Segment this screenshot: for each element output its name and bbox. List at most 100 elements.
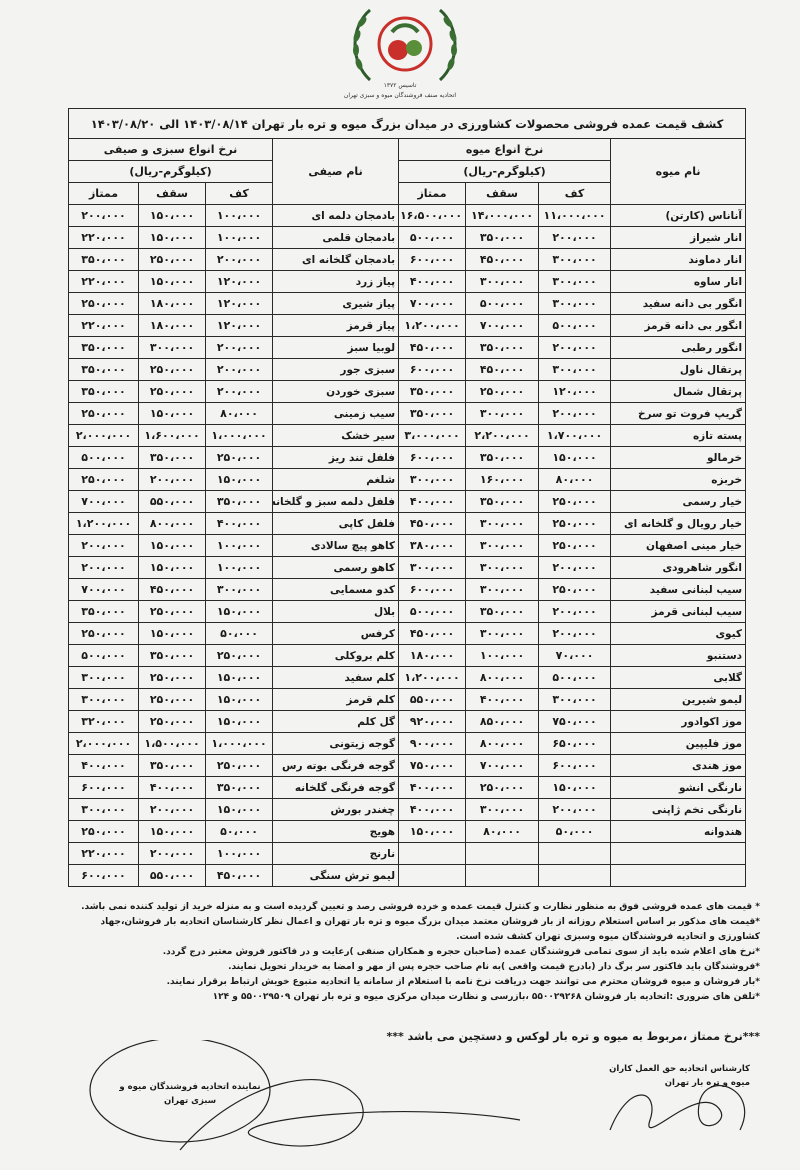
price: ۵۵۰،۰۰۰ [138,864,207,887]
price: ۱۵۰،۰۰۰ [138,270,207,293]
price: ۲۰۰،۰۰۰ [538,226,612,249]
price: ۵۰۰،۰۰۰ [67,644,140,667]
price: ۹۲۰،۰۰۰ [398,710,467,733]
item-name: سیر خشک [272,424,400,447]
price-table: کشف قیمت عمده فروشی محصولات کشاورزی در م… [67,108,747,887]
table-row: خربزه ۸۰،۰۰۰ ۱۶۰،۰۰۰ ۳۰۰،۰۰۰ شلغم ۱۵۰،۰۰۰ ۲۰۰،… [67,468,747,491]
price: ۳۲۰،۰۰۰ [67,710,140,733]
item-name: انگور رطبی [610,336,747,359]
price: ۳۰۰،۰۰۰ [465,270,540,293]
price: ۲۵۰،۰۰۰ [465,776,540,799]
price: ۳۰۰،۰۰۰ [465,622,540,645]
price: ۲۵۰،۰۰۰ [538,490,612,513]
price: ۲۰۰،۰۰۰ [205,248,274,271]
table-row: انگور بی دانه قرمز ۵۰۰،۰۰۰ ۷۰۰،۰۰۰ ۱،۲۰۰،۰۰… [67,314,747,337]
table-body: آناناس (کارتن) ۱۱،۰۰۰،۰۰۰ ۱۴،۰۰۰،۰۰۰ ۱۶،۵۰۰… [67,204,747,887]
price: ۳۵۰،۰۰۰ [398,402,467,425]
price: ۲۵۰،۰۰۰ [205,644,274,667]
item-name: کلم بروکلی [272,644,400,667]
price: ۲۵۰،۰۰۰ [138,710,207,733]
price: ۴۰۰،۰۰۰ [205,512,274,535]
logo [353,8,457,82]
price: ۲۵۰،۰۰۰ [138,688,207,711]
price: ۲۵۰،۰۰۰ [138,248,207,271]
price: ۷۵۰،۰۰۰ [398,754,467,777]
price: ۲۰۰،۰۰۰ [67,204,140,227]
price: ۲۵۰،۰۰۰ [138,600,207,623]
price: ۷۰۰،۰۰۰ [398,292,467,315]
price: ۳۵۰،۰۰۰ [465,600,540,623]
item-name: خرمالو [610,446,747,469]
price: ۹۰۰،۰۰۰ [398,732,467,755]
item-name: گوجه فرنگی گلخانه [272,776,400,799]
price: ۲۰۰،۰۰۰ [138,468,207,491]
item-name: گریپ فروت تو سرخ [610,402,747,425]
table-row: خیار مینی اصفهان ۲۵۰،۰۰۰ ۳۰۰،۰۰۰ ۳۸۰،۰۰۰ کاه… [67,534,747,557]
price: ۱۵۰،۰۰۰ [138,622,207,645]
table-row: خیار رویال و گلخانه ای ۲۵۰،۰۰۰ ۳۰۰،۰۰۰ ۴۵۰،… [67,512,747,535]
item-name: فلفل تند ریز [272,446,400,469]
price: ۲۲۰،۰۰۰ [67,270,140,293]
unit: (کیلوگرم-ریال) [67,160,274,183]
price: ۱۰۰،۰۰۰ [205,842,274,865]
price: ۲۵۰،۰۰۰ [67,820,140,843]
price: ۳۵۰،۰۰۰ [67,336,140,359]
price: ۳۰۰،۰۰۰ [465,798,540,821]
item-name: خیار رویال و گلخانه ای [610,512,747,535]
table-row: نارنج ۱۰۰،۰۰۰ ۲۰۰،۰۰۰ ۲۲۰،۰۰۰ [67,842,747,865]
table-row: سیب لبنانی قرمز ۲۰۰،۰۰۰ ۳۵۰،۰۰۰ ۵۰۰،۰۰۰ بلال… [67,600,747,623]
item-name: سیب لبنانی قرمز [610,600,747,623]
item-name: پیاز زرد [272,270,400,293]
price: ۱،۲۰۰،۰۰۰ [398,314,467,337]
price: ۱۵۰،۰۰۰ [205,666,274,689]
price-header: ممتاز [398,182,467,205]
price: ۱۵۰،۰۰۰ [398,820,467,843]
star-note: ***نرخ ممتاز ،مربوط به میوه و تره بار لو… [386,1030,760,1043]
price: ۳۰۰،۰۰۰ [67,666,140,689]
table-row: آناناس (کارتن) ۱۱،۰۰۰،۰۰۰ ۱۴،۰۰۰،۰۰۰ ۱۶،۵۰۰… [67,204,747,227]
price: ۴۵۰،۰۰۰ [465,358,540,381]
note: *نرخ های اعلام شده باید از سوی تمامی فرو… [162,947,760,957]
item-name: موز فلیپین [610,732,747,755]
price: ۲۵۰،۰۰۰ [538,512,612,535]
table-row: خرمالو ۱۵۰،۰۰۰ ۳۵۰،۰۰۰ ۶۰۰،۰۰۰ فلفل تند ریز ۲… [67,446,747,469]
price: ۲۲۰،۰۰۰ [67,226,140,249]
item-name: انگور بی دانه قرمز [610,314,747,337]
price: ۳۰۰،۰۰۰ [538,270,612,293]
table-row: موز اکوادور ۷۵۰،۰۰۰ ۸۵۰،۰۰۰ ۹۲۰،۰۰۰ گل کلم ۱۵… [67,710,747,733]
item-name: پیاز قرمز [272,314,400,337]
fruit-name-header: نام میوه [610,138,747,205]
price: ۲۵۰،۰۰۰ [538,534,612,557]
price: ۷۰۰،۰۰۰ [465,754,540,777]
table-row: نارنگی تخم ژاپنی ۲۰۰،۰۰۰ ۳۰۰،۰۰۰ ۴۰۰،۰۰۰ چغن… [67,798,747,821]
price: ۱۵۰،۰۰۰ [205,468,274,491]
item-name: انگور بی دانه سفید [610,292,747,315]
price: ۲۵۰،۰۰۰ [138,358,207,381]
item-name: خیار مینی اصفهان [610,534,747,557]
item-name: خیار رسمی [610,490,747,513]
item-name: پیاز شیری [272,292,400,315]
unit: (کیلوگرم-ریال) [398,160,612,183]
price: ۵۰،۰۰۰ [205,820,274,843]
price: ۲،۰۰۰،۰۰۰ [67,732,140,755]
price: ۳۵۰،۰۰۰ [67,358,140,381]
price: ۱۵۰،۰۰۰ [205,688,274,711]
item-name: شلغم [272,468,400,491]
price: ۱۵۰،۰۰۰ [138,226,207,249]
notes: * قیمت های عمده فروشی فوق به منظور نظارت… [70,900,760,1005]
price: ۴۵۰،۰۰۰ [138,578,207,601]
price: ۱۵۰،۰۰۰ [205,600,274,623]
item-name: سیب زمینی [272,402,400,425]
price: ۷۰۰،۰۰۰ [67,490,140,513]
price: ۶۰۰،۰۰۰ [398,578,467,601]
price: ۵۰۰،۰۰۰ [67,446,140,469]
price: ۱۰۰،۰۰۰ [205,556,274,579]
veg-section: نرخ انواع سبزی و صیفی [67,138,274,161]
price: ۲۰۰،۰۰۰ [205,358,274,381]
table-row: کیوی ۲۰۰،۰۰۰ ۳۰۰،۰۰۰ ۴۵۰،۰۰۰ کرفس ۵۰،۰۰۰ ۱۵۰،۰… [67,622,747,645]
table-row: نارنگی انشو ۱۵۰،۰۰۰ ۲۵۰،۰۰۰ ۴۰۰،۰۰۰ گوجه فرن… [67,776,747,799]
table-row: دستنبو ۷۰،۰۰۰ ۱۰۰،۰۰۰ ۱۸۰،۰۰۰ کلم بروکلی ۲۵۰،… [67,644,747,667]
price: ۱۶۰،۰۰۰ [465,468,540,491]
table-row: گریپ فروت تو سرخ ۲۰۰،۰۰۰ ۳۰۰،۰۰۰ ۳۵۰،۰۰۰ سیب… [67,402,747,425]
price: ۳۰۰،۰۰۰ [67,798,140,821]
